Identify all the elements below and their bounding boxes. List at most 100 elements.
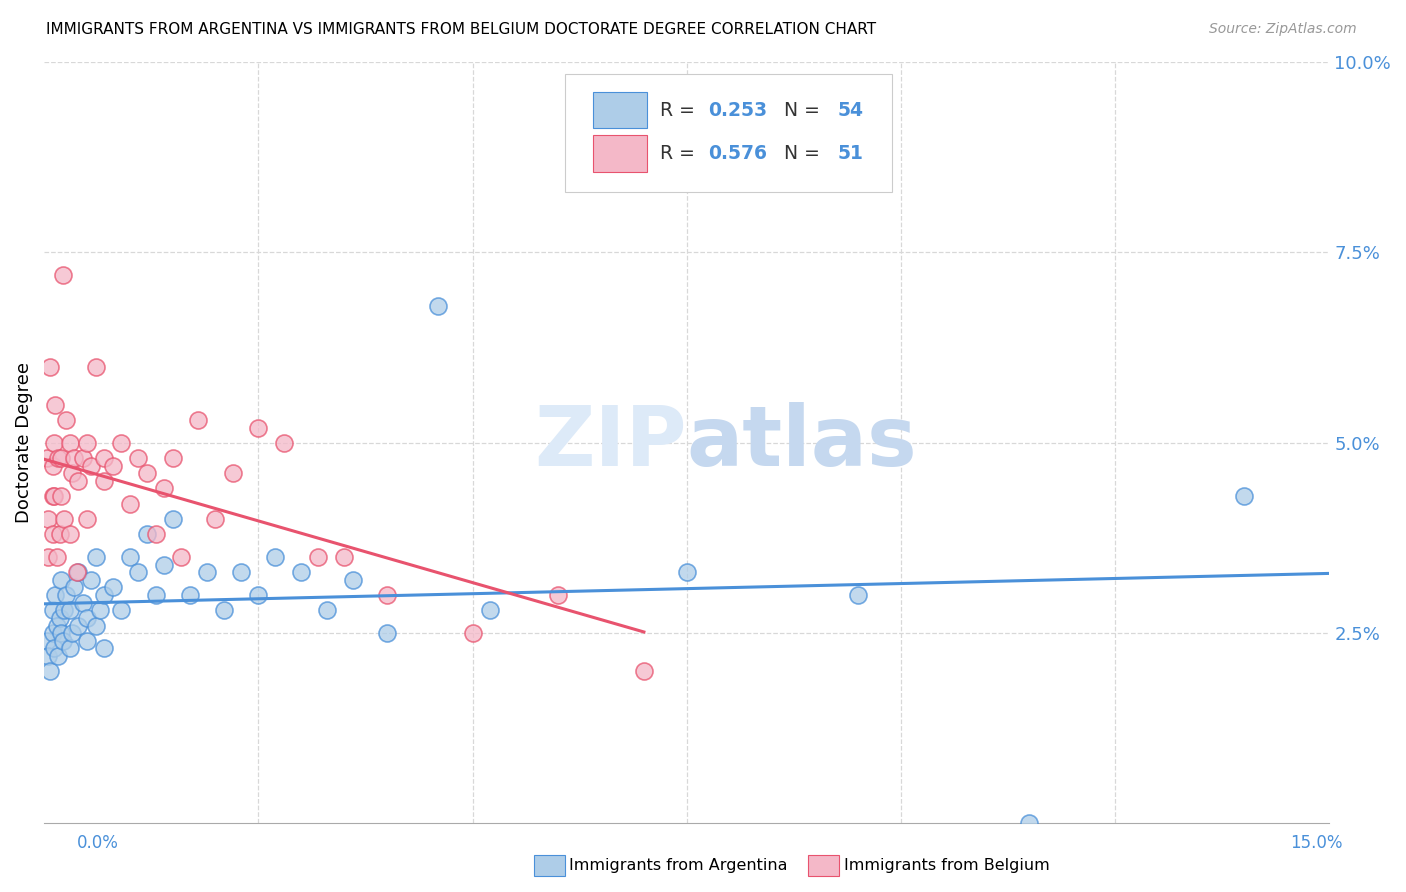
Point [80,573,103,587]
Point [51,489,73,503]
Point [39,359,62,374]
Point [307,549,329,564]
Point [35,633,58,648]
FancyBboxPatch shape [593,92,647,128]
Point [51,626,73,640]
Text: R =: R = [659,101,700,120]
Point [136,467,159,481]
Point [80,458,103,473]
FancyBboxPatch shape [593,136,647,172]
Point [187,413,209,427]
Point [37,549,59,564]
Point [290,566,312,580]
Point [52,268,75,283]
Point [633,664,655,678]
Point [375,626,398,640]
Point [264,549,287,564]
Point [145,527,167,541]
Point [72,596,94,610]
Text: 0.0%: 0.0% [77,834,120,852]
Point [93,641,115,656]
Point [118,549,141,564]
Point [67,566,90,580]
Point [63,581,86,595]
Point [59,641,82,656]
Point [547,588,569,602]
Point [1018,816,1040,830]
Point [63,450,86,465]
Text: ZIP: ZIP [534,402,686,483]
Point [76,435,98,450]
Point [93,474,115,488]
Point [136,527,159,541]
Point [41,489,63,503]
Point [153,482,176,496]
Point [84,359,107,374]
Point [93,450,115,465]
Point [247,420,270,434]
Point [46,450,69,465]
Point [461,626,484,640]
Text: R =: R = [659,144,700,163]
Point [153,558,176,572]
Text: 51: 51 [837,144,863,163]
Text: 0.576: 0.576 [709,144,768,163]
Text: 0.253: 0.253 [709,101,768,120]
Text: Source: ZipAtlas.com: Source: ZipAtlas.com [1209,22,1357,37]
Point [44,641,66,656]
Point [76,633,98,648]
Point [51,450,73,465]
Text: Immigrants from Belgium: Immigrants from Belgium [844,858,1049,872]
Text: Immigrants from Argentina: Immigrants from Argentina [569,858,787,872]
Point [52,633,75,648]
Point [1233,489,1256,503]
Point [118,497,141,511]
Point [110,435,132,450]
Point [60,626,83,640]
Point [84,549,107,564]
Point [60,467,83,481]
Point [35,450,58,465]
Point [162,450,184,465]
Point [44,398,66,412]
FancyBboxPatch shape [565,73,893,192]
Point [145,588,167,602]
Point [315,603,337,617]
Point [72,450,94,465]
Text: 15.0%: 15.0% [1291,834,1343,852]
Text: N =: N = [772,144,825,163]
Point [44,489,66,503]
Point [44,435,66,450]
Point [221,467,243,481]
Point [67,474,90,488]
Point [127,450,149,465]
Point [37,648,59,663]
Point [342,573,364,587]
Point [46,618,69,632]
Point [101,581,124,595]
Point [59,527,82,541]
Point [67,618,90,632]
Point [66,566,89,580]
Point [76,611,98,625]
Point [179,588,201,602]
Point [41,458,63,473]
Point [46,648,69,663]
Point [212,603,235,617]
Text: IMMIGRANTS FROM ARGENTINA VS IMMIGRANTS FROM BELGIUM DOCTORATE DEGREE CORRELATIO: IMMIGRANTS FROM ARGENTINA VS IMMIGRANTS … [46,22,876,37]
Point [52,512,75,526]
Point [76,512,98,526]
Point [195,566,218,580]
Point [59,603,82,617]
Point [675,566,697,580]
Point [101,458,124,473]
Point [375,588,398,602]
Point [93,588,115,602]
Text: 54: 54 [837,101,863,120]
Point [48,611,70,625]
Point [39,664,62,678]
Point [162,512,184,526]
Point [41,527,63,541]
Point [478,603,501,617]
Point [89,603,111,617]
